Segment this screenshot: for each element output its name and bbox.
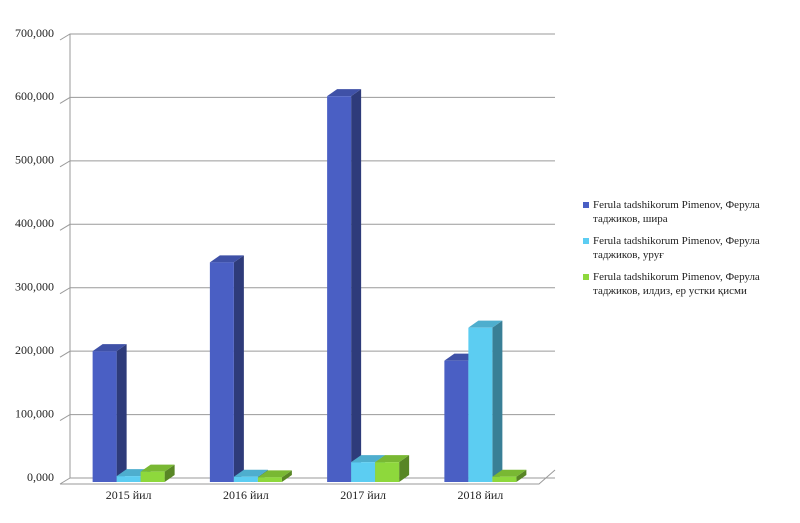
bar-side: [399, 455, 410, 482]
bar-top: [327, 89, 362, 97]
y-tick-label: 500,000: [15, 153, 54, 167]
bar-top: [209, 255, 244, 263]
bar-side: [116, 344, 127, 482]
bar-side: [351, 89, 362, 482]
legend-swatch: [583, 238, 589, 244]
y-tick-label: 400,000: [15, 216, 54, 230]
grid-line: [59, 223, 555, 231]
bar-front: [140, 471, 165, 482]
bar-side: [516, 469, 527, 482]
legend-item: Ferula tadshikorum Pimenov, Ферула таджи…: [583, 234, 795, 262]
bar: [92, 344, 127, 482]
bar-front: [375, 462, 400, 482]
legend-swatch: [583, 274, 589, 280]
bar-front: [233, 476, 258, 482]
x-tick-label: 2017 йил: [340, 488, 386, 502]
floor: [60, 469, 556, 485]
y-tick-label: 600,000: [15, 89, 54, 103]
bar-side: [233, 255, 244, 482]
x-tick-label: 2015 йил: [106, 488, 152, 502]
bar-top: [375, 455, 410, 463]
y-tick-label: 100,000: [15, 406, 54, 420]
bar-top: [140, 464, 175, 472]
y-tick-label: 700,000: [15, 26, 54, 40]
legend: Ferula tadshikorum Pimenov, Ферула таджи…: [583, 198, 795, 306]
bar-top: [351, 455, 386, 463]
y-tick-label: 0,000: [27, 470, 54, 484]
bar: [492, 469, 527, 482]
bar: [257, 470, 292, 482]
bar-front: [257, 477, 282, 482]
legend-item: Ferula tadshikorum Pimenov, Ферула таджи…: [583, 270, 795, 298]
bar-side: [281, 470, 292, 482]
legend-label: Ferula tadshikorum Pimenov, Ферула таджи…: [593, 235, 760, 261]
bar-front: [444, 360, 469, 482]
bar: [140, 464, 175, 482]
bar-top: [468, 320, 503, 328]
x-tick-label: 2018 йил: [457, 488, 503, 502]
legend-item: Ferula tadshikorum Pimenov, Ферула таджи…: [583, 198, 795, 226]
grid-line: [59, 287, 555, 295]
bar-front: [468, 327, 493, 482]
bar-front: [116, 476, 141, 482]
bar-front: [492, 476, 517, 482]
bar-front: [351, 462, 376, 482]
legend-label: Ferula tadshikorum Pimenov, Ферула таджи…: [593, 199, 760, 225]
legend-label: Ferula tadshikorum Pimenov, Ферула таджи…: [593, 271, 760, 297]
bar-front: [327, 96, 352, 482]
bar-top: [257, 470, 292, 478]
y-tick-label: 300,000: [15, 279, 54, 293]
bar: [375, 455, 410, 482]
grid-line: [59, 33, 555, 41]
legend-swatch: [583, 202, 589, 208]
bar: [209, 255, 244, 482]
bar: [327, 89, 362, 482]
bar-top: [92, 344, 127, 352]
bar: [468, 320, 503, 482]
bar-side: [492, 320, 503, 482]
bar-side: [164, 464, 175, 482]
grid-line: [59, 160, 555, 168]
bar-front: [92, 351, 117, 482]
bar-top: [492, 469, 527, 477]
y-tick-label: 200,000: [15, 343, 54, 357]
grid-line: [59, 96, 555, 104]
bar-top: [233, 469, 268, 477]
bar-front: [209, 262, 234, 482]
x-tick-label: 2016 йил: [223, 488, 269, 502]
